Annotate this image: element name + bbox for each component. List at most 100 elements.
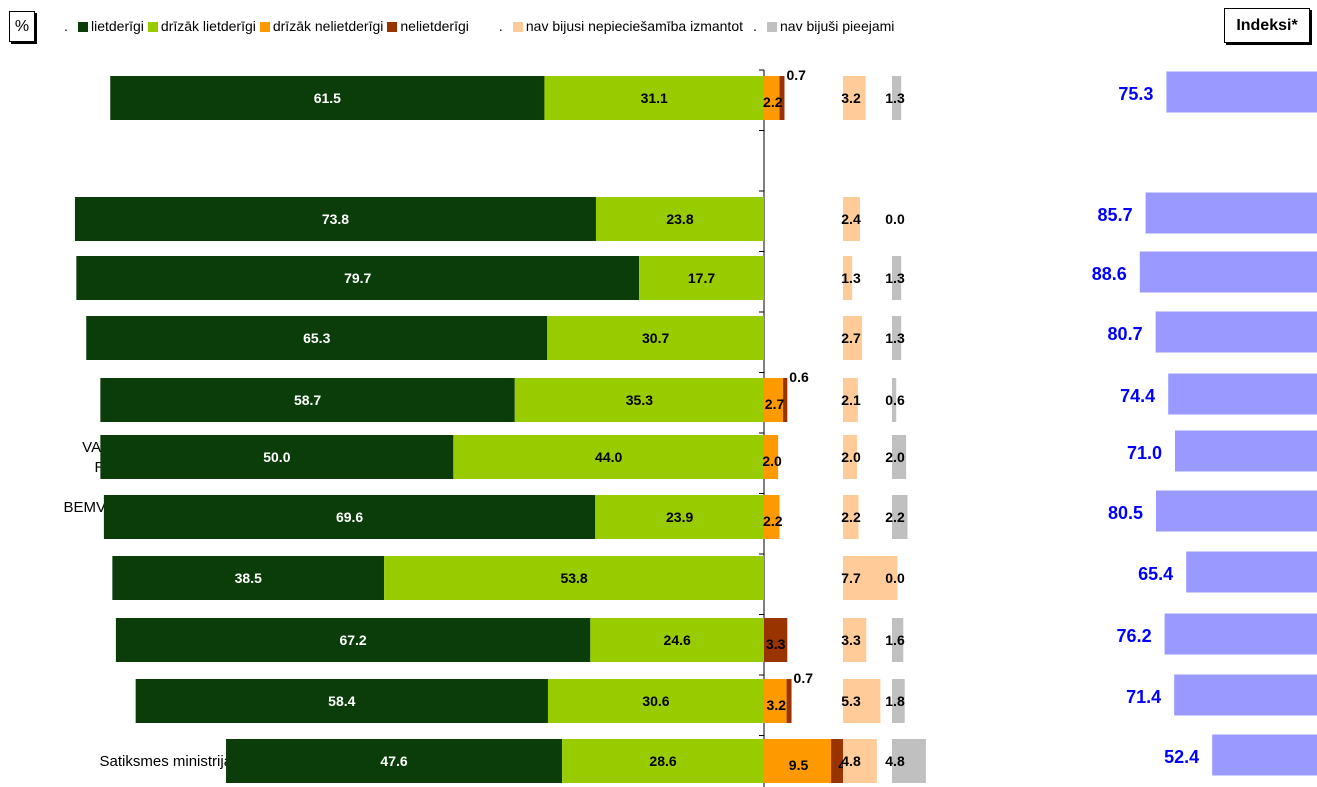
data-label: 2.2 [841,509,861,525]
bar-segment-lietderigi [76,256,640,300]
index-bar [1168,373,1317,415]
data-label: 38.5 [235,570,262,586]
index-bar [1139,251,1317,293]
bar-nav-nepieciesamiba [843,556,898,600]
index-label: 75.3 [1118,84,1153,104]
bar-segment-lietderigi [74,197,596,241]
legend-swatch [767,22,777,32]
bar-segment-drizak-lietderigi [547,679,764,723]
bar-segment-lietderigi [100,378,515,422]
bar-segment-drizak-lietderigi [562,739,764,783]
bar-segment-lietderigi [135,679,548,723]
index-label: 80.7 [1108,324,1143,344]
index-bar [1186,551,1317,593]
data-label: 17.7 [688,270,715,286]
bar-nav-pieejami [892,679,905,723]
bar-segment-lietderigi [115,618,591,662]
bar-nav-pieejami [892,76,902,120]
bar-nav-nepieciesamiba [843,679,881,723]
data-label: 0.0 [885,570,905,586]
data-label: 50.0 [263,449,290,465]
bar-segment-lietderigi [110,76,545,120]
data-label: 58.7 [294,392,321,408]
index-label: 65.4 [1138,564,1173,584]
bar-nav-pieejami [892,618,904,662]
bar-segment-drizak-nelietderigi [764,435,779,479]
data-label: 24.6 [664,632,691,648]
data-label: 47.6 [380,753,407,769]
data-label: 2.0 [762,453,782,469]
bar-nav-pieejami [892,316,902,360]
bar-segment-drizak-lietderigi [639,256,764,300]
data-label: 58.4 [328,693,355,709]
legend-label: nav bijuši pieejami [780,18,895,34]
data-label: 4.8 [885,753,905,769]
legend-separator: . [64,18,68,34]
index-bar [1175,430,1317,472]
data-label: 61.5 [314,90,341,106]
index-bar [1155,311,1317,353]
data-label: 0.7 [786,67,806,83]
data-label: 1.8 [885,693,905,709]
bar-segment-drizak-nelietderigi [764,679,787,723]
bar-nav-nepieciesamiba [843,378,858,422]
data-label: 2.7 [841,330,861,346]
index-label: 80.5 [1108,503,1143,523]
index-label-box: Indeksi* [1224,8,1310,43]
data-label: 4.8 [841,753,861,769]
bar-segment-drizak-lietderigi [595,495,764,539]
data-label: 30.6 [642,693,669,709]
legend-label: lietderīgi [91,18,144,34]
bar-segment-drizak-lietderigi [547,316,764,360]
data-label: 44.0 [595,449,622,465]
bar-nav-nepieciesamiba [843,435,858,479]
data-label: 2.7 [765,396,785,412]
data-label: 2.1 [841,392,861,408]
legend-swatch [259,22,270,32]
data-label: 23.9 [666,509,693,525]
index-label: 52.4 [1164,747,1199,767]
legend-item: . lietderīgi [64,18,144,34]
index-label: 71.0 [1127,443,1162,463]
bar-segment-drizak-nelietderigi [764,739,832,783]
index-bar [1174,674,1317,716]
bar-segment-drizak-lietderigi [384,556,764,600]
bar-segment-lietderigi [86,316,548,360]
data-label: 1.3 [885,90,905,106]
bar-segment-drizak-lietderigi [514,378,764,422]
index-label: 74.4 [1120,386,1155,406]
bar-nav-nepieciesamiba [843,618,867,662]
data-label: 0.6 [885,392,905,408]
data-label: 31.1 [641,90,668,106]
index-bar [1212,734,1317,776]
bar-segment-nelietderigi [779,76,785,120]
bar-segment-drizak-nelietderigi [764,76,780,120]
legend-swatch [512,22,523,32]
bar-segment-drizak-nelietderigi [764,378,784,422]
data-label: 2.2 [763,94,783,110]
index-bar [1156,490,1317,532]
legend-item: drīzāk lietderīgi [147,18,256,34]
legend-separator: . [498,18,503,34]
unit-label-box: % [9,11,35,42]
bar-segment-lietderigi [112,556,385,600]
data-label: 28.6 [649,753,676,769]
bar-nav-nepieciesamiba [843,316,863,360]
bar-nav-pieejami [892,435,907,479]
bar-segment-lietderigi [226,739,563,783]
data-label: 67.2 [339,632,366,648]
bar-segment-drizak-lietderigi [544,76,764,120]
data-label: 35.3 [626,392,653,408]
data-label: 0.7 [794,670,814,686]
legend-item: . nav bijuši pieejami [747,18,894,34]
legend-item: . nav bijusi nepieciešamība izmantot [485,18,743,34]
data-label: 2.2 [885,509,905,525]
data-label: 1.3 [841,270,861,286]
data-label: 1.3 [885,330,905,346]
data-label: 7.7 [841,570,861,586]
data-label: 73.8 [322,211,349,227]
index-label: 85.7 [1098,205,1133,225]
bar-segment-drizak-lietderigi [595,197,764,241]
data-label: 3.3 [841,632,861,648]
data-label: 0.6 [789,369,809,385]
